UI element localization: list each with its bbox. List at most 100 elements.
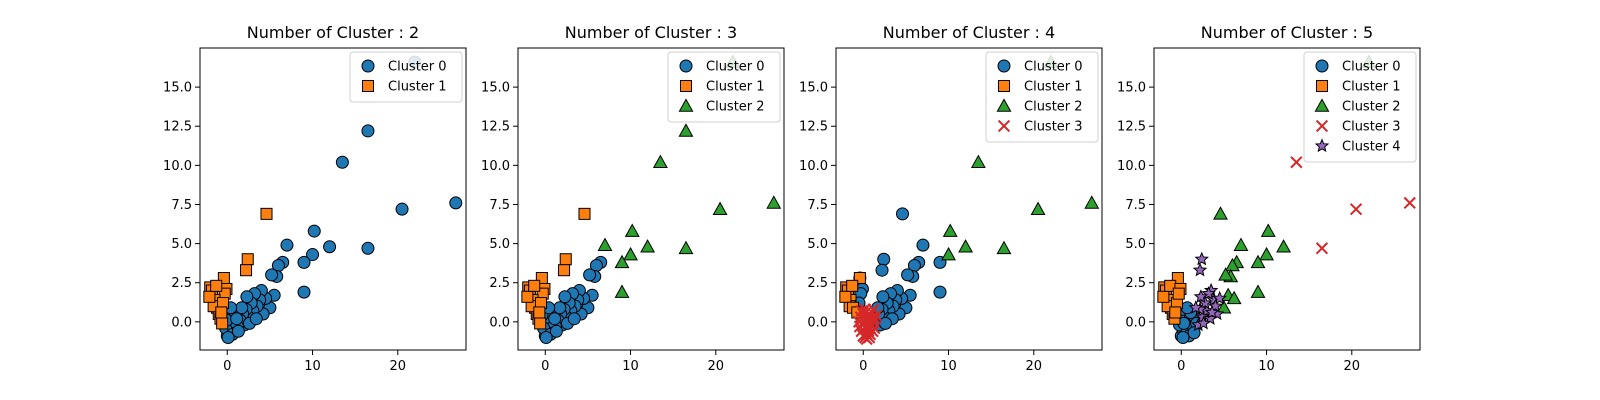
data-point-cluster-1 <box>533 306 546 319</box>
data-point-cluster-2 <box>1233 237 1249 251</box>
data-point-cluster-2 <box>614 254 630 269</box>
data-point-cluster-1 <box>210 279 223 292</box>
data-point-cluster-0 <box>395 202 409 216</box>
data-point-cluster-0 <box>265 268 279 282</box>
data-point-cluster-3 <box>868 321 881 335</box>
data-point-cluster-1 <box>240 264 253 277</box>
legend-label: Cluster 1 <box>1342 80 1401 95</box>
x-tick-label: 10 <box>940 359 957 374</box>
axes-frame <box>1153 47 1421 351</box>
legend-marker <box>679 59 693 73</box>
x-tick-label: 10 <box>1258 359 1275 374</box>
data-point-cluster-0 <box>221 330 235 344</box>
data-point-cluster-0 <box>896 207 909 221</box>
y-tick-label: 10.0 <box>163 159 192 174</box>
data-point-cluster-1 <box>559 253 572 266</box>
data-point-cluster-2 <box>1084 195 1100 209</box>
data-point-cluster-1 <box>1172 287 1185 300</box>
data-point-cluster-1 <box>216 317 229 330</box>
y-tick-label: 12.5 <box>163 120 192 135</box>
data-point-cluster-0 <box>240 290 254 304</box>
y-tick-label: 12.5 <box>481 120 510 135</box>
points-group <box>203 55 463 344</box>
data-point-cluster-2 <box>640 239 656 253</box>
legend-marker <box>1315 119 1329 133</box>
y-tick-label: 2.5 <box>171 276 192 291</box>
y-tick-label: 15.0 <box>799 81 828 96</box>
legend-marker <box>997 79 1011 93</box>
legend-label: Cluster 1 <box>706 80 765 95</box>
y-tick-label: 0.0 <box>807 315 828 330</box>
legend: Cluster 0 Cluster 1 Cluster 2 Cluster 3 <box>985 51 1099 143</box>
data-point-cluster-1 <box>528 279 541 292</box>
data-point-cluster-0 <box>280 238 294 252</box>
data-point-cluster-1 <box>215 306 228 319</box>
legend: Cluster 0 Cluster 1 <box>349 51 463 103</box>
data-point-cluster-0 <box>361 124 375 138</box>
data-point-cluster-0 <box>901 268 915 282</box>
x-tick-label: 0 <box>859 359 867 374</box>
legend-label: Cluster 0 <box>706 60 765 75</box>
data-point-cluster-0 <box>875 263 889 277</box>
data-point-cluster-2 <box>1259 246 1274 261</box>
data-point-cluster-0 <box>933 285 947 299</box>
legend-marker <box>361 59 375 73</box>
points-group <box>521 54 782 344</box>
data-point-cluster-0 <box>235 301 249 315</box>
y-tick-label: 5.0 <box>1125 237 1146 252</box>
data-point-cluster-0 <box>877 252 891 266</box>
y-tick-label: 2.5 <box>489 276 510 291</box>
data-point-cluster-0 <box>1187 326 1201 340</box>
data-point-cluster-0 <box>916 238 930 252</box>
data-point-cluster-0 <box>249 312 263 326</box>
y-tick-label: 0.0 <box>1125 315 1146 330</box>
data-point-cluster-1 <box>846 279 859 292</box>
legend-marker <box>361 79 375 93</box>
data-point-cluster-1 <box>1169 306 1182 319</box>
legend-label: Cluster 2 <box>706 100 765 115</box>
x-tick-label: 20 <box>390 359 407 374</box>
data-point-cluster-2 <box>1224 257 1240 272</box>
legend-marker <box>679 79 693 93</box>
data-point-cluster-2 <box>1213 206 1228 220</box>
y-tick-label: 5.0 <box>807 237 828 252</box>
data-point-cluster-3 <box>860 332 873 346</box>
legend-label: Cluster 0 <box>1024 60 1083 75</box>
data-point-cluster-2 <box>970 154 986 169</box>
data-point-cluster-3 <box>1290 156 1303 169</box>
y-tick-label: 7.5 <box>807 198 828 213</box>
y-tick-label: 15.0 <box>481 81 510 96</box>
data-point-cluster-2 <box>1250 284 1266 298</box>
points-group <box>839 54 1100 346</box>
data-point-cluster-0 <box>335 155 349 169</box>
x-tick-label: 20 <box>1026 359 1043 374</box>
data-point-cluster-2 <box>623 246 638 261</box>
data-point-cluster-3 <box>1403 196 1416 210</box>
legend-marker <box>1315 79 1329 93</box>
data-point-cluster-2 <box>678 240 694 255</box>
data-point-cluster-0 <box>548 312 562 326</box>
chart-title: Number of Cluster : 2 <box>247 23 419 42</box>
legend-box <box>667 51 781 123</box>
legend-label: Cluster 3 <box>1342 120 1401 135</box>
y-tick-label: 0.0 <box>171 315 192 330</box>
data-point-cluster-2 <box>996 240 1012 255</box>
y-tick-label: 7.5 <box>171 198 192 213</box>
data-point-cluster-0 <box>1176 330 1190 344</box>
data-point-cluster-0 <box>876 290 890 304</box>
data-point-cluster-4 <box>1212 290 1227 305</box>
x-tick-label: 20 <box>1344 359 1361 374</box>
data-point-cluster-0 <box>449 196 463 210</box>
x-tick-label: 0 <box>1177 359 1185 374</box>
data-point-cluster-3 <box>1349 203 1363 216</box>
y-tick-label: 12.5 <box>799 120 828 135</box>
data-point-cluster-2 <box>652 154 668 169</box>
data-point-cluster-1 <box>1157 290 1170 303</box>
data-point-cluster-2 <box>1226 290 1242 305</box>
legend-label: Cluster 1 <box>388 80 447 95</box>
data-point-cluster-0 <box>307 224 321 238</box>
data-point-cluster-2 <box>941 246 956 261</box>
data-point-cluster-1 <box>839 290 852 303</box>
scatter-panel-3: 0 10 20 0.0 2.5 5.0 7.5 10.0 12.5 15.0 Number of C… <box>799 23 1103 374</box>
